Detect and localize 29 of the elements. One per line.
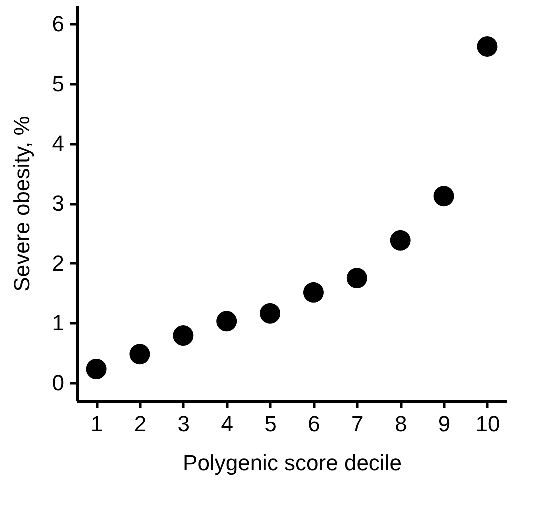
x-tick-label: 7 — [352, 412, 364, 436]
x-tick-label: 10 — [476, 412, 500, 436]
point — [260, 303, 281, 324]
x-tick-label: 4 — [221, 412, 234, 436]
y-tick-label: 2 — [52, 250, 64, 276]
x-tick-label: 6 — [308, 412, 320, 436]
x-axis-title: Polygenic score decile — [183, 450, 402, 476]
x-tick-label: 9 — [438, 412, 451, 436]
point — [130, 344, 150, 365]
x-tick-label: 3 — [178, 412, 190, 436]
y-axis-title: Severe obesity, % — [9, 116, 34, 292]
y-tick-label: 0 — [52, 370, 64, 396]
x-tick-label: 8 — [394, 412, 408, 436]
y-tick-label: 5 — [52, 71, 64, 96]
y-tick-label: 1 — [52, 310, 64, 336]
point — [477, 36, 498, 57]
point — [346, 268, 368, 289]
point — [216, 311, 238, 332]
point — [390, 230, 411, 251]
y-tick-label: 3 — [52, 191, 64, 216]
point — [86, 359, 107, 380]
y-tick-label: 4 — [52, 131, 64, 156]
y-tick-label: 6 — [52, 11, 64, 36]
point — [434, 186, 454, 207]
x-tick-label: 2 — [134, 412, 147, 436]
point — [173, 326, 194, 346]
x-tick-label: 5 — [264, 412, 277, 436]
point — [303, 282, 324, 303]
x-tick-label: 1 — [90, 412, 104, 436]
